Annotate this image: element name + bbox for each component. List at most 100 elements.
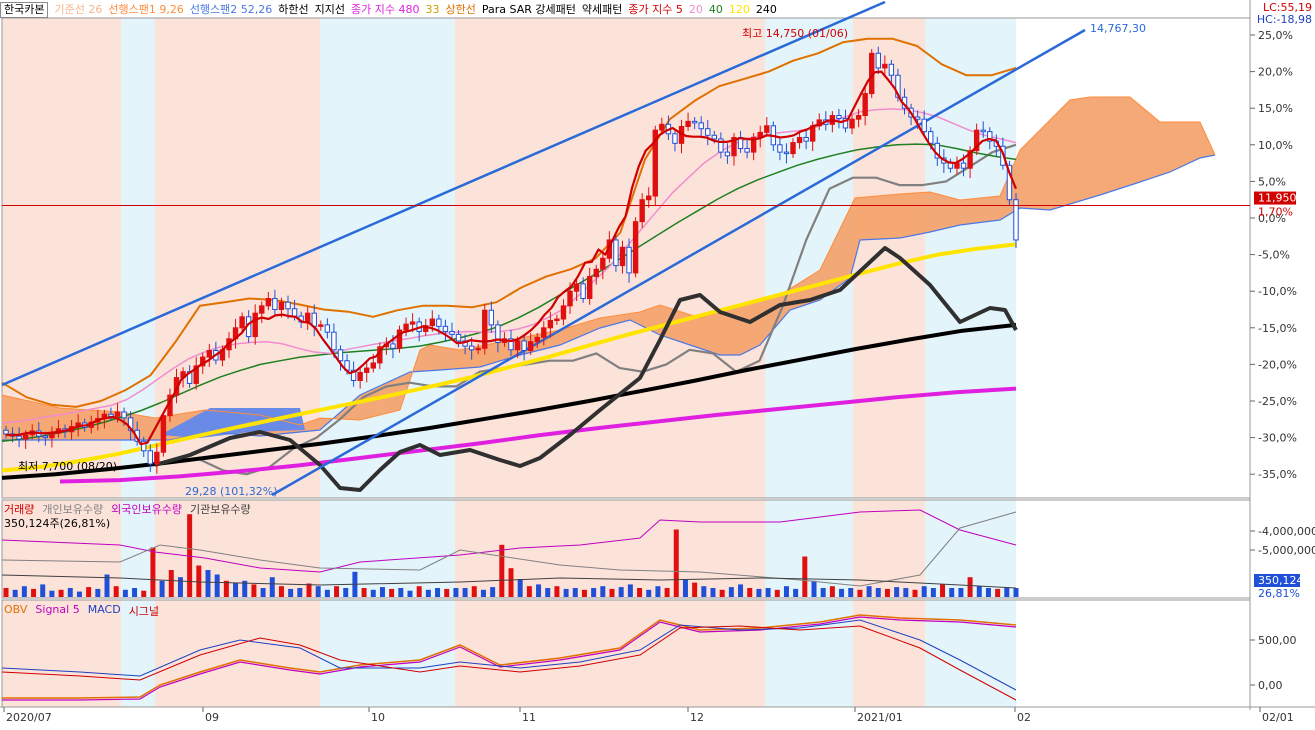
legend-item[interactable]: 개인보유수량	[42, 503, 104, 516]
volume-bar	[361, 588, 367, 597]
session-band	[155, 600, 320, 707]
candle-body	[108, 413, 114, 417]
leading-span-2-line	[2, 154, 1216, 441]
volume-bar	[3, 588, 9, 597]
macd-line	[1, 619, 1017, 691]
candle-body	[691, 120, 698, 124]
candle-body	[331, 331, 337, 351]
volume-bar	[242, 580, 248, 597]
legend-item[interactable]: OBV	[4, 603, 28, 616]
volume-bar	[646, 589, 652, 597]
volume-bar	[297, 588, 303, 597]
volume-bar	[793, 588, 799, 597]
volume-bar	[921, 586, 927, 597]
volume-bar	[389, 588, 395, 597]
candle-body	[882, 63, 888, 69]
candle-body	[193, 365, 199, 384]
volume-current-label: 350,124	[1258, 574, 1304, 587]
candle-body	[875, 52, 881, 69]
candle-body	[987, 131, 993, 142]
legend-item[interactable]: 기준선 26	[54, 3, 103, 16]
candle-body	[370, 362, 376, 369]
volume-bar	[738, 584, 744, 597]
legend-item[interactable]: MACD	[87, 603, 121, 616]
volume-bar	[223, 580, 229, 597]
volume-bar	[425, 589, 431, 597]
legend-item[interactable]: 120	[728, 3, 750, 16]
session-band	[765, 600, 853, 707]
session-band	[320, 500, 455, 598]
legend-item[interactable]: 하한선	[278, 3, 309, 16]
legend-item[interactable]: 33	[425, 3, 440, 16]
session-band	[2, 600, 121, 707]
volume-bar	[995, 588, 1001, 597]
candle-body	[455, 333, 462, 342]
macd-signal-line	[1, 625, 1017, 701]
legend-item[interactable]: 선행스팬2 52,26	[189, 3, 273, 16]
legend-item[interactable]: 선행스팬1 9,26	[108, 3, 184, 16]
volume-bar	[949, 588, 955, 597]
volume-bar	[334, 586, 340, 597]
legend-item[interactable]: Para SAR 강세패턴	[481, 3, 576, 16]
institutional-holdings-line	[1, 574, 1017, 589]
volume-bar	[728, 587, 734, 597]
candle-body	[390, 343, 396, 349]
candle-body	[285, 301, 291, 310]
volume-bar	[811, 580, 817, 597]
volume-bar	[67, 588, 73, 597]
candle-body	[436, 318, 442, 327]
session-band	[925, 18, 1016, 498]
volume-bar	[618, 587, 624, 597]
candle-body	[895, 74, 901, 98]
volume-bar	[132, 588, 138, 597]
legend-item[interactable]: 거래량	[4, 503, 35, 516]
legend-item[interactable]: 지지선	[314, 3, 346, 16]
session-band	[853, 600, 925, 707]
legend-item[interactable]: 상한선	[445, 3, 476, 16]
candle-body	[724, 151, 731, 157]
candle-body	[750, 136, 757, 153]
legend-item[interactable]: 240	[755, 3, 777, 16]
legend-item[interactable]: 약세패턴	[581, 3, 623, 16]
legend-item[interactable]: 외국인보유수량	[111, 503, 182, 516]
lc-value: LC:55,19	[1262, 1, 1312, 14]
candle-body	[239, 316, 245, 329]
x-tick-label: 12	[690, 711, 704, 724]
legend-item[interactable]: 종가 지수 480	[351, 3, 420, 16]
session-band	[765, 500, 853, 598]
candle-body	[121, 411, 127, 419]
legend-item[interactable]: 시그널	[128, 605, 160, 618]
candle-body	[567, 290, 573, 307]
high-label: 최고 14,750 (01/06)	[742, 27, 848, 40]
low-label: 최저 7,700 (08/20)	[18, 460, 117, 473]
candle-body	[718, 138, 724, 153]
legend-item[interactable]: 종가 지수 5	[628, 3, 683, 16]
candle-body	[711, 134, 718, 140]
x-tick-label: 2020/07	[6, 711, 52, 724]
candle-body	[429, 318, 435, 327]
legend-item[interactable]: 20	[688, 3, 703, 16]
ma20-line	[1, 108, 1017, 424]
volume-bar	[150, 547, 156, 597]
ma120-line	[1, 242, 1017, 473]
volume-bar	[58, 589, 64, 597]
volume-bar	[756, 588, 762, 597]
legend-item[interactable]: 기관보유수량	[189, 503, 251, 516]
volume-bar	[490, 587, 496, 597]
volume-bar	[839, 588, 845, 597]
volume-bar	[379, 587, 385, 597]
volume-bar	[343, 588, 349, 597]
candle-body	[980, 129, 986, 133]
volume-bar	[278, 586, 284, 597]
candle-body	[960, 162, 967, 169]
volume-bar	[866, 586, 872, 597]
stock-name[interactable]: 한국카본	[0, 2, 49, 18]
volume-bar	[1013, 588, 1019, 597]
y-tick-label: -35,0%	[1258, 468, 1297, 481]
candle-body	[468, 345, 475, 351]
legend-item[interactable]: Signal 5	[35, 603, 80, 616]
candle-body	[639, 199, 645, 223]
legend-item[interactable]: 40	[708, 3, 723, 16]
candle-body	[928, 131, 934, 144]
